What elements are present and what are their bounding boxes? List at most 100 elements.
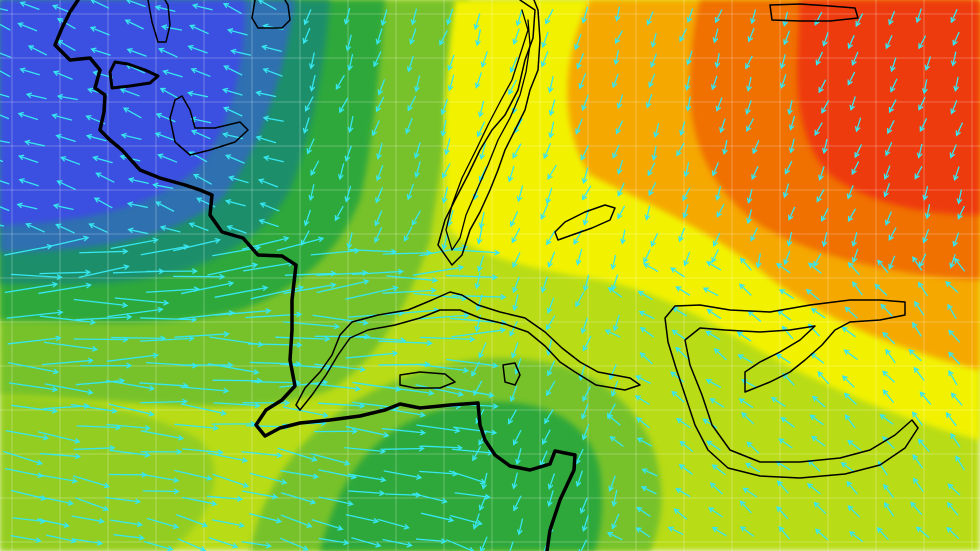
wind-arrow <box>476 121 486 138</box>
wind-arrow <box>377 79 386 96</box>
wind-arrow <box>953 166 960 182</box>
wind-arrow <box>352 268 405 275</box>
wind-arrow <box>509 211 519 228</box>
wind-arrow <box>277 447 318 462</box>
wind-arrow <box>59 156 81 166</box>
wind-arrow <box>751 165 759 181</box>
wind-arrow <box>750 9 757 25</box>
wind-arrow <box>25 92 47 100</box>
wind-arrow <box>16 202 38 210</box>
wind-arrow <box>516 185 524 203</box>
wind-arrow <box>405 117 413 135</box>
wind-arrow <box>304 96 314 112</box>
wind-arrow <box>56 18 76 30</box>
wind-arrow <box>383 470 423 480</box>
wind-arrow <box>642 263 659 273</box>
wind-arrow <box>105 379 156 392</box>
wind-arrow <box>949 144 957 159</box>
wind-arrow <box>382 287 437 294</box>
wind-arrow <box>917 438 930 453</box>
wind-arrow <box>545 187 553 205</box>
wind-arrow <box>473 380 483 397</box>
wind-arrow <box>0 180 10 185</box>
wind-arrow <box>511 342 519 359</box>
wind-arrow <box>8 382 59 393</box>
wind-arrow <box>228 175 249 184</box>
wind-arrow <box>10 273 63 281</box>
wind-arrow <box>308 184 315 202</box>
wind-arrow <box>706 308 722 320</box>
wind-arrow <box>916 143 923 159</box>
wind-arrow <box>4 281 59 294</box>
wind-arrow <box>0 52 12 58</box>
wind-arrow <box>581 423 590 441</box>
wind-arrow <box>580 144 590 161</box>
wind-arrow <box>847 71 856 86</box>
wind-arrow <box>472 445 482 462</box>
wind-arrow <box>581 6 589 24</box>
wind-arrow <box>516 518 524 536</box>
wind-arrow <box>120 132 142 140</box>
wind-arrow <box>122 107 142 119</box>
wind-arrow <box>5 429 50 441</box>
wind-arrow <box>471 361 481 378</box>
wind-arrow <box>226 225 247 234</box>
wind-arrow <box>126 201 148 209</box>
wind-arrow <box>475 294 483 312</box>
wind-arrow <box>919 391 932 405</box>
wind-arrow <box>24 139 46 147</box>
wind-arrow <box>782 372 795 386</box>
wind-arrow <box>155 201 175 212</box>
wind-arrow <box>816 188 825 203</box>
wind-arrow <box>317 402 366 409</box>
wind-arrow <box>344 185 352 203</box>
wind-arrow <box>224 198 246 207</box>
wind-arrow <box>507 409 518 425</box>
wind-arrow <box>107 306 164 318</box>
wind-arrow <box>779 289 794 300</box>
wind-arrow <box>745 55 753 70</box>
wind-arrow <box>574 33 582 51</box>
wind-arrow <box>70 403 118 414</box>
wind-arrow <box>73 445 116 451</box>
wind-arrow <box>667 526 684 536</box>
wind-arrow <box>710 75 718 91</box>
wind-arrow <box>849 96 856 112</box>
wind-arrow <box>643 249 651 264</box>
wind-arrow <box>912 477 924 492</box>
wind-arrow <box>611 489 618 508</box>
wind-arrow <box>775 262 791 274</box>
wind-arrow <box>908 349 922 362</box>
wind-arrow <box>280 470 320 480</box>
wind-arrow <box>546 230 556 246</box>
wind-arrow <box>540 51 549 68</box>
wind-arrow <box>189 24 209 35</box>
wind-arrow <box>547 251 556 268</box>
wind-arrow <box>739 500 752 514</box>
wind-arrow <box>582 335 592 352</box>
wind-arrow <box>841 375 855 388</box>
wind-arrow <box>343 8 351 26</box>
wind-arrow <box>786 231 793 247</box>
wind-arrow <box>41 235 90 249</box>
wind-arrow <box>678 464 693 475</box>
wind-arrow <box>89 26 110 36</box>
wind-arrow <box>213 402 261 409</box>
wind-arrow <box>347 53 354 72</box>
wind-arrow <box>345 350 399 359</box>
wind-arrow <box>72 538 104 546</box>
wind-arrow <box>416 424 461 434</box>
wind-arrow <box>546 360 556 377</box>
wind-arrow <box>318 537 350 546</box>
wind-arrow <box>752 139 760 155</box>
wind-arrow <box>747 27 755 43</box>
wind-arrow <box>223 65 243 76</box>
wind-arrow <box>950 392 963 406</box>
wind-arrow <box>820 207 829 222</box>
wind-arrow <box>746 441 760 454</box>
wind-arrow <box>208 537 239 549</box>
wind-arrow <box>616 160 624 175</box>
wind-arrow <box>407 95 417 112</box>
mountain-outline-small-1 <box>554 204 616 241</box>
wind-arrow <box>316 279 370 294</box>
